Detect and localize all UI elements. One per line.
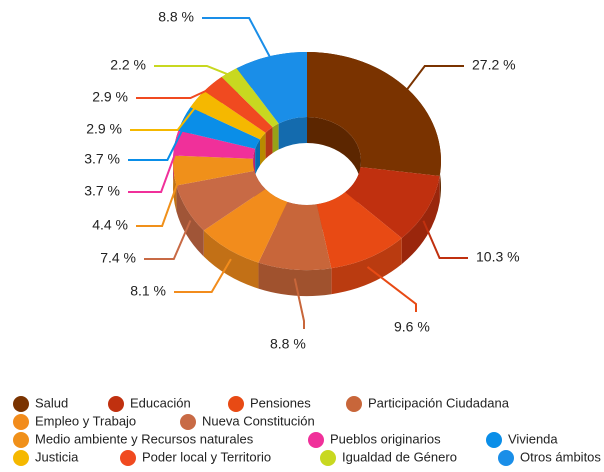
legend-swatch — [320, 450, 336, 466]
legend-label: Educación — [130, 395, 191, 410]
slice — [204, 77, 273, 133]
leader-line — [202, 17, 273, 61]
legend-label: Justicia — [35, 449, 79, 464]
inner-wall — [260, 132, 266, 166]
data-label: 2.9 % — [92, 89, 128, 105]
inner-wall — [265, 127, 273, 159]
legend-swatch — [498, 450, 514, 466]
slice — [173, 130, 256, 159]
outer-wall — [331, 238, 402, 295]
legend-swatch — [228, 396, 244, 412]
legend-swatch — [13, 450, 29, 466]
legend-label: Salud — [35, 395, 68, 410]
data-label: 8.1 % — [130, 283, 166, 299]
legend-label: Nueva Constitución — [202, 413, 315, 428]
legend-swatch — [308, 432, 324, 448]
legend-swatch — [13, 414, 29, 430]
legend-swatch — [180, 414, 196, 430]
slice — [307, 52, 441, 177]
slice — [236, 52, 307, 124]
slice — [178, 107, 261, 149]
outer-wall — [401, 176, 440, 265]
leader-line — [154, 65, 232, 77]
data-label: 2.2 % — [110, 57, 146, 73]
leader-line — [293, 278, 305, 329]
inner-wall — [278, 117, 307, 150]
legend-swatch — [13, 396, 29, 412]
legend-label: Participación Ciudadana — [368, 395, 510, 410]
legend-label: Pensiones — [250, 395, 311, 410]
data-label: 8.8 % — [158, 9, 194, 25]
inner-wall — [272, 123, 279, 154]
slice — [173, 155, 255, 186]
data-label: 10.3 % — [476, 249, 520, 265]
legend-swatch — [486, 432, 502, 448]
leader-line — [366, 266, 417, 312]
leader-line — [174, 258, 232, 293]
legend-label: Medio ambiente y Recursos naturales — [35, 431, 254, 446]
data-label: 8.8 % — [270, 336, 306, 352]
legend-label: Pueblos originarios — [330, 431, 441, 446]
data-label: 4.4 % — [92, 217, 128, 233]
slice — [203, 189, 288, 263]
leader-line — [136, 85, 216, 99]
leader-line — [130, 100, 201, 131]
leader-line — [404, 65, 464, 93]
data-label: 3.7 % — [84, 183, 120, 199]
data-label: 27.2 % — [472, 57, 516, 73]
legend-label: Poder local y Territorio — [142, 449, 271, 464]
slice — [316, 192, 402, 269]
outer-wall — [173, 155, 177, 212]
leader-line — [144, 220, 192, 260]
data-label: 7.4 % — [100, 250, 136, 266]
data-label: 9.6 % — [394, 319, 430, 335]
leader-line — [128, 119, 189, 161]
legend-swatch — [13, 432, 29, 448]
leader-line — [422, 220, 468, 259]
legend-label: Empleo y Trabajo — [35, 413, 136, 428]
leader-line — [136, 182, 179, 227]
legend-swatch — [120, 450, 136, 466]
inner-wall — [307, 117, 361, 194]
data-label: 3.7 % — [84, 151, 120, 167]
leader-line — [128, 143, 180, 193]
slice — [190, 90, 266, 140]
slice — [221, 68, 279, 128]
slice — [345, 167, 440, 239]
legend-label: Otros ámbitos — [520, 449, 601, 464]
legend-label: Vivienda — [508, 431, 558, 446]
slice — [258, 202, 332, 270]
legend-label: Igualdad de Género — [342, 449, 457, 464]
legend-swatch — [108, 396, 124, 412]
inner-wall — [255, 139, 261, 175]
data-label: 2.9 % — [86, 121, 122, 137]
slice — [176, 170, 266, 231]
legend-swatch — [346, 396, 362, 412]
